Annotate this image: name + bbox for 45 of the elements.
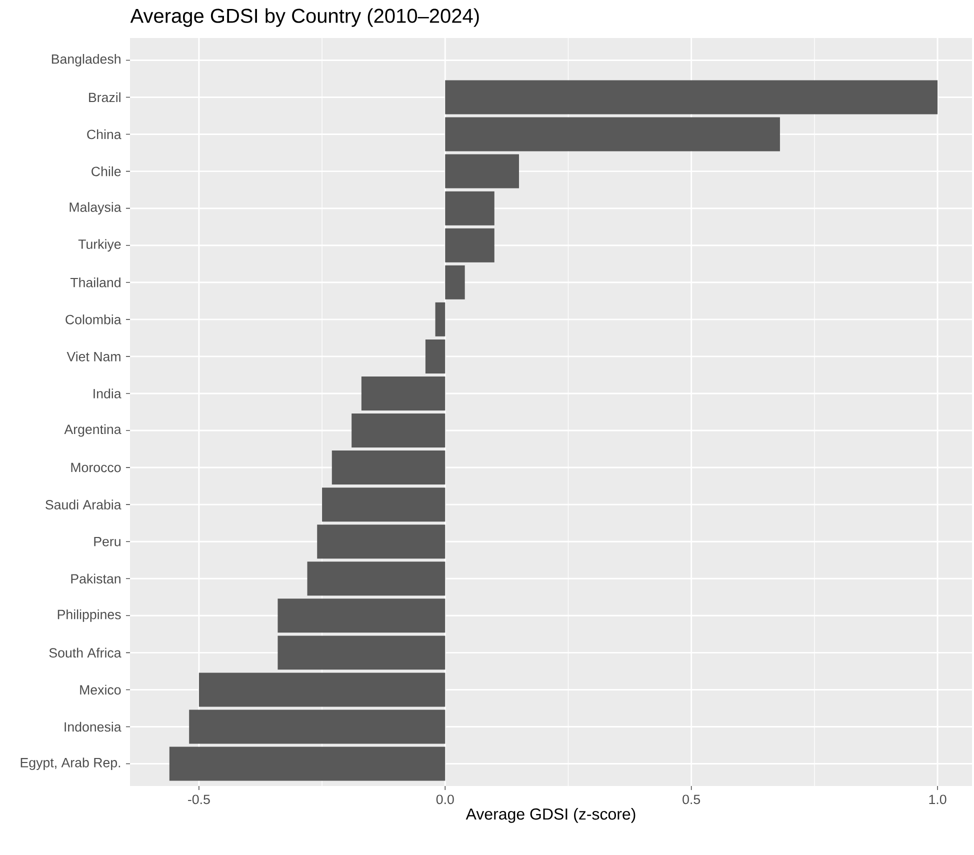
x-tick-label: -0.5 [188, 794, 210, 804]
bar [361, 376, 446, 410]
x-tick-label: 1.0 [929, 794, 946, 804]
y-tick-label: Thailand [70, 277, 120, 288]
y-tick-label: India [94, 388, 122, 398]
y-tick-label: Mexico [80, 684, 121, 695]
bar [445, 154, 519, 188]
bar [198, 672, 446, 707]
y-tick-label: Pakistan [71, 574, 120, 584]
y-tick-label: Colombia [66, 314, 122, 324]
y-tick-label: Chile [92, 166, 121, 176]
x-axis-title: Average GDSI (z-score) [466, 808, 636, 823]
y-tick-label: Turkiye [78, 239, 121, 252]
bar [445, 117, 780, 152]
bar [445, 191, 494, 226]
bar [445, 265, 465, 300]
y-tick-label: Peru [94, 536, 120, 546]
bar [352, 414, 446, 448]
x-tick-label: 0.5 [682, 794, 700, 804]
bar [189, 710, 446, 744]
y-tick-label: South Africa [49, 648, 122, 658]
bar [425, 339, 446, 374]
bar [435, 302, 446, 336]
bar [317, 524, 446, 559]
y-tick-label: Argentina [64, 424, 122, 437]
y-tick-label: Saudi Arabia [46, 500, 122, 510]
bar [332, 450, 446, 485]
bar [445, 80, 938, 114]
y-tick-label: Malaysia [70, 202, 122, 215]
y-tick-label: China [87, 129, 122, 140]
x-tick-label: 0.0 [436, 794, 454, 804]
bar [169, 746, 446, 781]
y-tick-label: Brazil [89, 92, 120, 102]
bar [278, 598, 446, 633]
bar [307, 562, 446, 596]
bar [445, 228, 494, 262]
bar [278, 636, 446, 670]
chart-title: Average GDSI by Country (2010–2024) [130, 8, 479, 27]
y-tick-label: Philippines [58, 609, 121, 622]
y-tick-label: Egypt, Arab Rep. [20, 758, 120, 770]
y-tick-label: Bangladesh [52, 54, 120, 66]
y-tick-label: Indonesia [64, 722, 122, 732]
y-tick-label: Viet Nam [66, 352, 120, 362]
y-tick-label: Morocco [71, 462, 121, 472]
bar [322, 488, 446, 522]
